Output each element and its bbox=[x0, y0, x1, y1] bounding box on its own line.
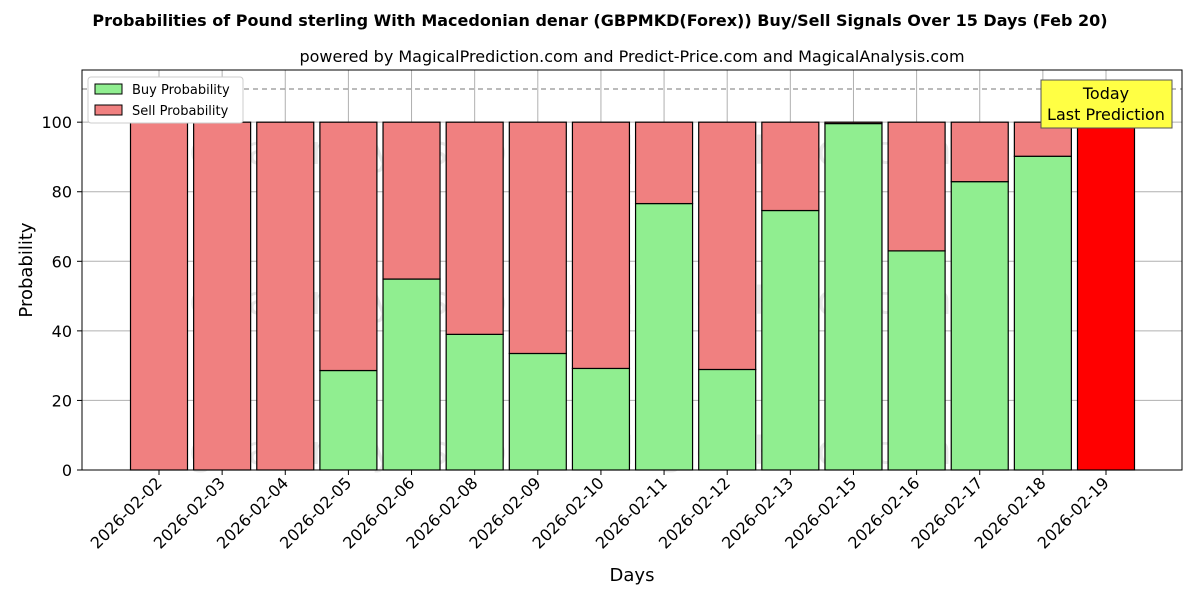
sell-bar bbox=[193, 121, 252, 471]
buy-bar bbox=[571, 367, 631, 471]
y-tick-label: 0 bbox=[62, 461, 72, 480]
y-tick-label: 20 bbox=[52, 391, 72, 410]
buy-bar bbox=[634, 202, 694, 471]
buy-bar bbox=[508, 352, 567, 471]
buy-bar bbox=[382, 278, 441, 471]
x-axis-label: Days bbox=[610, 565, 655, 586]
y-tick-label: 60 bbox=[52, 252, 72, 271]
sell-bar bbox=[698, 121, 757, 371]
buy-bar bbox=[761, 209, 820, 471]
legend-swatch-sell bbox=[94, 104, 123, 116]
buy-bar bbox=[1013, 155, 1072, 471]
buy-bar bbox=[319, 369, 378, 471]
buy-bar bbox=[445, 333, 504, 471]
sell-bar bbox=[761, 121, 820, 212]
y-axis-label: Probability bbox=[16, 222, 37, 317]
sell-bar bbox=[634, 121, 694, 205]
today-annotation: Today Last Prediction bbox=[1040, 79, 1173, 129]
plot-frame bbox=[81, 69, 1183, 471]
y-tick-label: 80 bbox=[52, 183, 72, 202]
sell-bar bbox=[382, 121, 441, 280]
buy-bar bbox=[887, 250, 946, 471]
sell-bar bbox=[950, 121, 1009, 183]
legend-label-buy: Buy Probability bbox=[132, 83, 230, 98]
sell-bar bbox=[129, 121, 189, 471]
sell-bar bbox=[1076, 121, 1136, 471]
annotation-line1: Today bbox=[1082, 84, 1129, 103]
annotation-line2: Last Prediction bbox=[1047, 105, 1165, 124]
sell-bar bbox=[508, 121, 567, 355]
legend-label-sell: Sell Probability bbox=[132, 104, 229, 119]
buy-bar bbox=[698, 368, 757, 471]
sell-bar bbox=[571, 121, 631, 370]
legend-swatch-buy bbox=[94, 83, 123, 95]
sell-bar bbox=[319, 121, 378, 372]
buy-bar bbox=[950, 181, 1009, 471]
chart-subtitle: powered by MagicalPrediction.com and Pre… bbox=[299, 47, 964, 66]
sell-bar bbox=[256, 121, 315, 471]
sell-bar bbox=[824, 121, 883, 125]
chart-title: Probabilities of Pound sterling With Mac… bbox=[92, 11, 1107, 30]
y-tick-label: 100 bbox=[41, 113, 72, 132]
buy-bar bbox=[824, 122, 883, 471]
sell-bar bbox=[445, 121, 504, 335]
y-tick-label: 40 bbox=[52, 322, 72, 341]
sell-bar bbox=[887, 121, 946, 252]
legend: Buy Probability Sell Probability bbox=[87, 76, 244, 124]
